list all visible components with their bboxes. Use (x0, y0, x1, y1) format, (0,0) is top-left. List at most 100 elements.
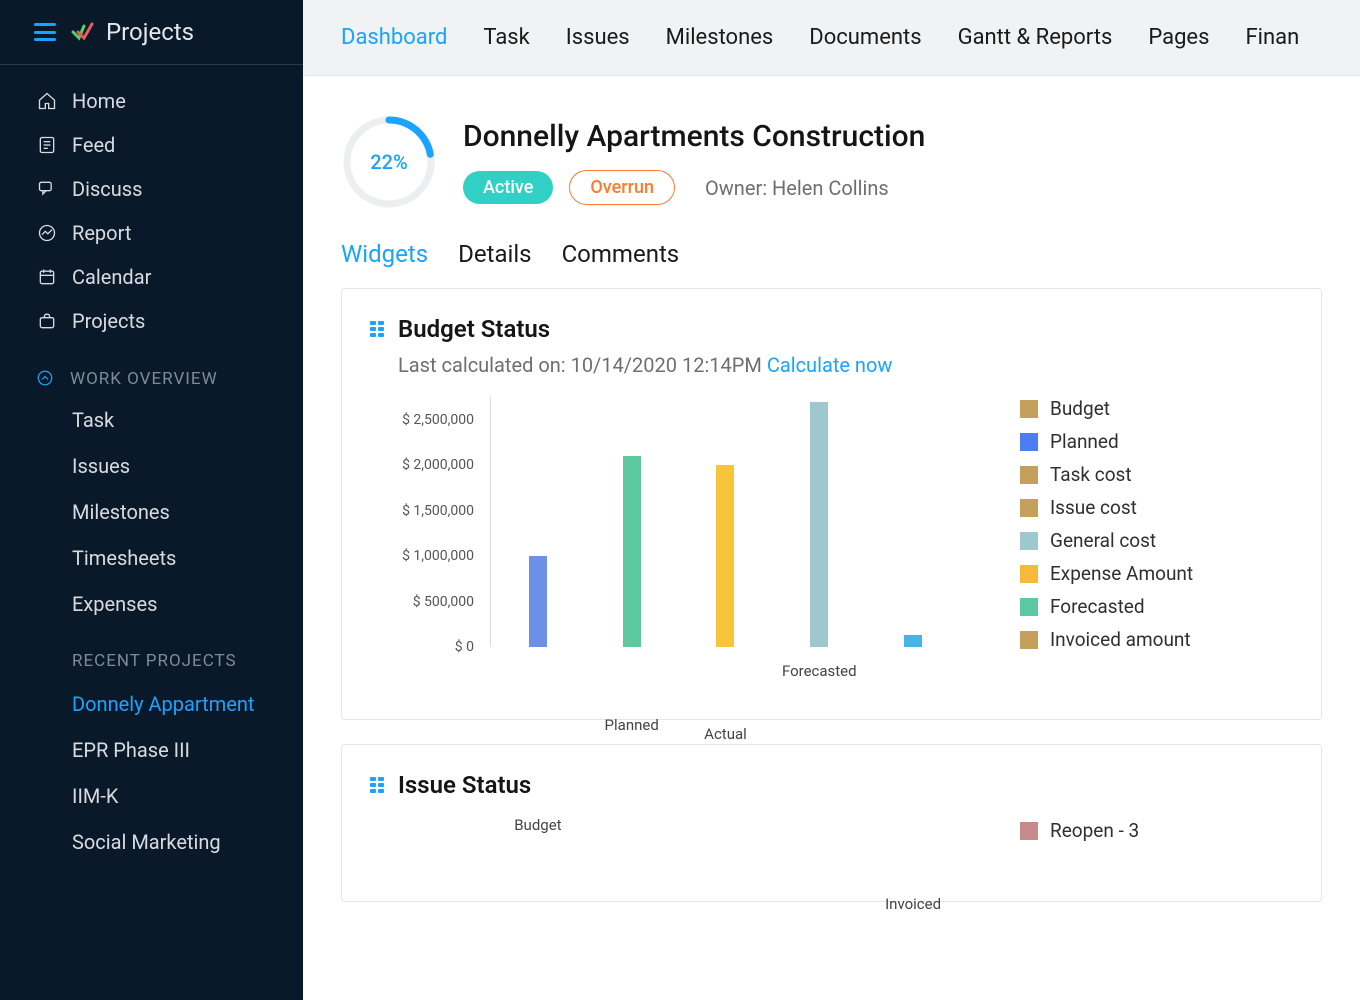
bar-group: Budget (493, 556, 583, 647)
progress-ring: 22% (341, 114, 437, 210)
bar (716, 465, 734, 647)
bar-label: Forecasted (774, 662, 864, 680)
issue-widget: Issue Status Reopen - 3 (341, 744, 1322, 902)
status-badge-active: Active (463, 171, 553, 204)
work-overview-header[interactable]: WORK OVERVIEW (0, 351, 303, 397)
nav-label: Home (72, 89, 126, 113)
budget-legend: Budget Planned Task cost Issue cost General … (1020, 397, 1293, 697)
legend-swatch (1020, 400, 1038, 418)
badge-row: Active Overrun Owner: Helen Collins (463, 170, 925, 205)
chevron-up-circle-icon (36, 369, 56, 389)
y-axis: $ 0$ 500,000$ 1,000,000$ 1,500,000$ 2,00… (370, 397, 482, 647)
legend-swatch (1020, 631, 1038, 649)
legend-label: Reopen - 3 (1050, 819, 1139, 842)
project-meta: Donnelly Apartments Construction Active … (463, 119, 925, 205)
overview-issues[interactable]: Issues (0, 443, 303, 489)
top-nav: Dashboard Task Issues Milestones Documen… (303, 0, 1360, 76)
nav-discuss[interactable]: Discuss (0, 167, 303, 211)
project-header: 22% Donnelly Apartments Construction Act… (341, 114, 1322, 210)
legend-item: Issue cost (1020, 496, 1293, 519)
legend-item: Forecasted (1020, 595, 1293, 618)
drag-handle-icon[interactable] (370, 321, 384, 337)
legend-label: Planned (1050, 430, 1119, 453)
logo-check-icon (70, 20, 94, 44)
tab-finance[interactable]: Finan (1245, 25, 1299, 50)
discuss-icon (36, 178, 58, 200)
bar (904, 635, 922, 647)
bar-label: Planned (587, 716, 677, 734)
tab-gantt[interactable]: Gantt & Reports (958, 25, 1113, 50)
nav-calendar[interactable]: Calendar (0, 255, 303, 299)
bar (529, 556, 547, 647)
progress-percent: 22% (341, 114, 437, 210)
nav-feed[interactable]: Feed (0, 123, 303, 167)
app-title: Projects (106, 18, 194, 46)
y-tick-label: $ 1,000,000 (402, 548, 474, 564)
legend-label: Task cost (1050, 463, 1132, 486)
nav-label: Feed (72, 133, 115, 157)
calculate-now-link[interactable]: Calculate now (767, 353, 893, 377)
status-badge-overrun: Overrun (569, 170, 675, 205)
legend-swatch (1020, 532, 1038, 550)
recent-project-item[interactable]: Social Marketing (0, 819, 303, 865)
legend-item: Planned (1020, 430, 1293, 453)
bar (810, 402, 828, 647)
recent-project-item[interactable]: Donnely Appartment (0, 681, 303, 727)
legend-label: Expense Amount (1050, 562, 1193, 585)
hamburger-icon[interactable] (34, 23, 56, 41)
overview-expenses[interactable]: Expenses (0, 581, 303, 627)
bar-label: Budget (493, 816, 583, 834)
bar-group: Actual (680, 465, 770, 647)
subtab-details[interactable]: Details (458, 240, 531, 268)
overview-list: Task Issues Milestones Timesheets Expens… (0, 397, 303, 627)
overview-milestones[interactable]: Milestones (0, 489, 303, 535)
legend-item: Invoiced amount (1020, 628, 1293, 651)
nav-projects[interactable]: Projects (0, 299, 303, 343)
subtab-widgets[interactable]: Widgets (341, 240, 428, 268)
widget-subtitle: Last calculated on: 10/14/2020 12:14PM C… (398, 353, 1293, 377)
widget-title: Budget Status (398, 315, 550, 343)
legend-item: Reopen - 3 (1020, 819, 1293, 842)
legend-item: Task cost (1020, 463, 1293, 486)
tab-documents[interactable]: Documents (809, 25, 921, 50)
recent-projects-header: RECENT PROJECTS (0, 627, 303, 681)
feed-icon (36, 134, 58, 156)
section-label: WORK OVERVIEW (70, 369, 218, 389)
content: 22% Donnelly Apartments Construction Act… (303, 76, 1360, 1000)
tab-pages[interactable]: Pages (1148, 25, 1209, 50)
overview-timesheets[interactable]: Timesheets (0, 535, 303, 581)
chart-wrap: $ 0$ 500,000$ 1,000,000$ 1,500,000$ 2,00… (370, 397, 1293, 697)
legend-item: Expense Amount (1020, 562, 1293, 585)
legend-swatch (1020, 565, 1038, 583)
legend-label: Forecasted (1050, 595, 1145, 618)
tab-dashboard[interactable]: Dashboard (341, 25, 447, 50)
legend-swatch (1020, 822, 1038, 840)
recent-project-item[interactable]: IIM-K (0, 773, 303, 819)
tab-issues[interactable]: Issues (566, 25, 630, 50)
y-tick-label: $ 2,000,000 (402, 457, 474, 473)
widget-header: Budget Status (370, 315, 1293, 343)
bar-group: Planned (587, 456, 677, 647)
legend-item: Budget (1020, 397, 1293, 420)
y-tick-label: $ 1,500,000 (402, 503, 474, 519)
legend-item: General cost (1020, 529, 1293, 552)
overview-task[interactable]: Task (0, 397, 303, 443)
drag-handle-icon[interactable] (370, 777, 384, 793)
subtabs: Widgets Details Comments (341, 240, 1322, 268)
sidebar-header: Projects (0, 0, 303, 65)
nav-label: Report (72, 221, 131, 245)
subtab-comments[interactable]: Comments (562, 240, 680, 268)
bar-group: Invoiced (868, 635, 958, 647)
recent-project-item[interactable]: EPR Phase III (0, 727, 303, 773)
nav-home[interactable]: Home (0, 79, 303, 123)
report-icon (36, 222, 58, 244)
primary-nav: Home Feed Discuss Report Calendar (0, 65, 303, 351)
legend-swatch (1020, 466, 1038, 484)
nav-report[interactable]: Report (0, 211, 303, 255)
nav-label: Projects (72, 309, 145, 333)
main: Dashboard Task Issues Milestones Documen… (303, 0, 1360, 1000)
bar-label: Invoiced (868, 895, 958, 913)
tab-milestones[interactable]: Milestones (666, 25, 774, 50)
sidebar: Projects Home Feed Discuss Report (0, 0, 303, 1000)
tab-task[interactable]: Task (483, 25, 529, 50)
